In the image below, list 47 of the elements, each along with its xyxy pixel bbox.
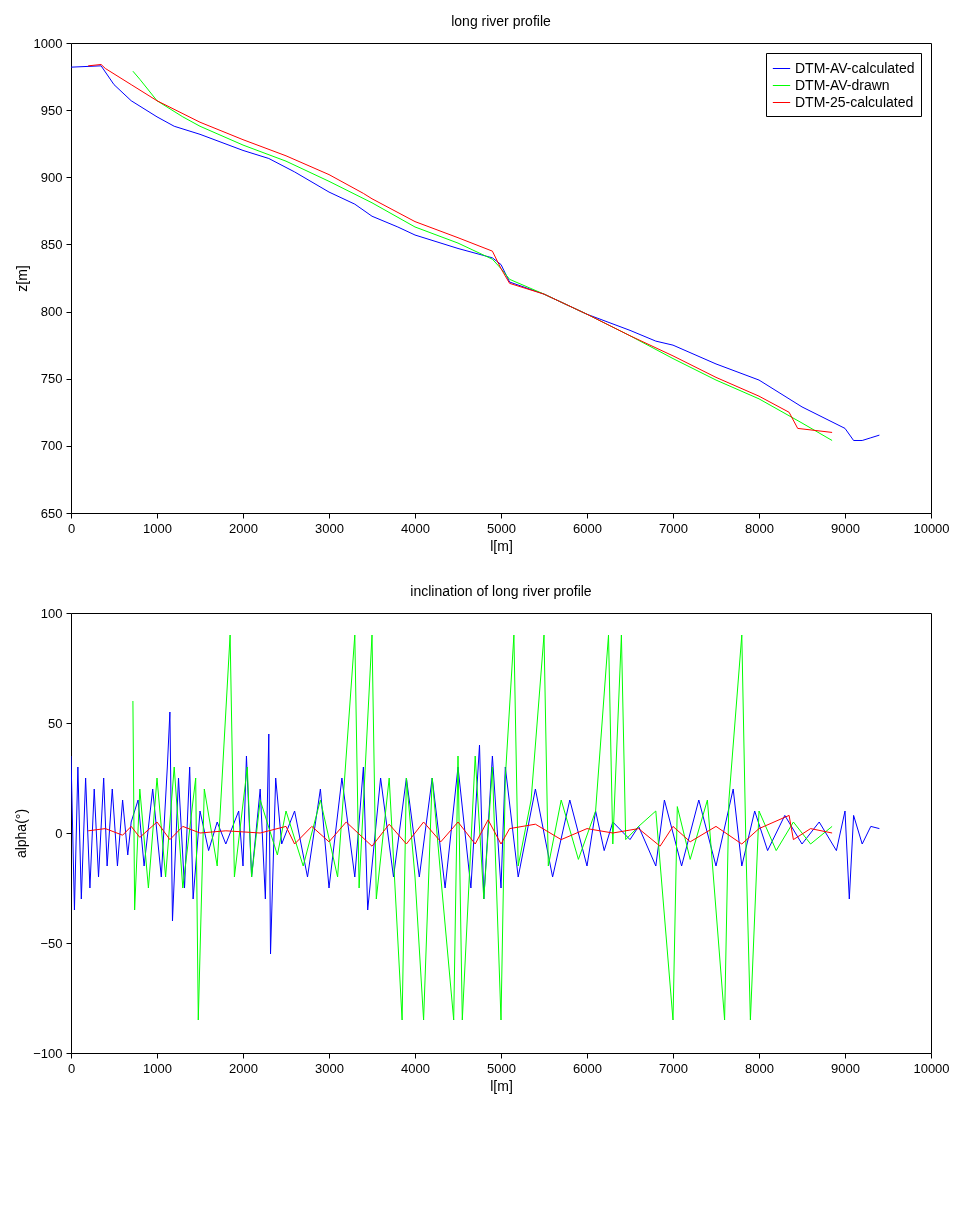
chart-title: long river profile xyxy=(451,13,552,29)
y-tick-label: 650 xyxy=(40,505,63,521)
x-tick-label: 3000 xyxy=(315,1060,344,1076)
y-tick-label: 100 xyxy=(40,605,63,621)
y-tick-label: 950 xyxy=(40,102,63,118)
x-tick-label: 1000 xyxy=(143,520,172,536)
x-tick-label: 4000 xyxy=(401,520,430,536)
line-series xyxy=(132,634,833,1021)
x-tick-label: 2000 xyxy=(229,1060,258,1076)
line-series xyxy=(87,814,833,847)
x-axis-title: l[m] xyxy=(490,537,513,554)
y-tick-label: −100 xyxy=(33,1045,63,1061)
x-tick-label: 10000 xyxy=(913,1060,950,1076)
y-tick-label: 900 xyxy=(40,169,63,185)
y-tick-label: 750 xyxy=(40,371,63,387)
y-axis-title: alpha(°) xyxy=(13,808,30,859)
y-tick-label: 800 xyxy=(40,304,63,320)
x-tick-label: 3000 xyxy=(315,520,344,536)
x-tick-label: 2000 xyxy=(229,520,258,536)
y-axis-title: z[m] xyxy=(13,265,30,292)
x-tick-label: 7000 xyxy=(659,520,688,536)
legend-label: DTM-AV-calculated xyxy=(795,59,915,76)
line-series xyxy=(71,711,880,955)
y-tick-label: 50 xyxy=(48,715,63,731)
x-tick-label: 4000 xyxy=(401,1060,430,1076)
x-tick-label: 7000 xyxy=(659,1060,688,1076)
chart-title: inclination of long river profile xyxy=(410,583,592,599)
x-tick-label: 6000 xyxy=(573,1060,602,1076)
legend-label: DTM-AV-drawn xyxy=(795,76,890,93)
y-tick-label: 1000 xyxy=(33,35,63,51)
x-tick-label: 8000 xyxy=(745,1060,774,1076)
x-tick-label: 9000 xyxy=(831,1060,860,1076)
x-tick-label: 10000 xyxy=(913,520,950,536)
y-tick-label: 850 xyxy=(40,236,63,252)
x-tick-label: 9000 xyxy=(831,520,860,536)
x-tick-label: 6000 xyxy=(573,520,602,536)
y-tick-label: 0 xyxy=(55,825,63,841)
x-tick-label: 0 xyxy=(67,1060,76,1076)
legend-label: DTM-25-calculated xyxy=(795,93,914,110)
x-tick-label: 5000 xyxy=(487,1060,516,1076)
y-tick-label: −50 xyxy=(40,935,63,951)
x-tick-label: 1000 xyxy=(143,1060,172,1076)
x-tick-label: 0 xyxy=(67,520,76,536)
x-tick-label: 5000 xyxy=(487,520,516,536)
x-tick-label: 8000 xyxy=(745,520,774,536)
x-axis-title: l[m] xyxy=(490,1077,513,1094)
y-tick-label: 700 xyxy=(40,438,63,454)
